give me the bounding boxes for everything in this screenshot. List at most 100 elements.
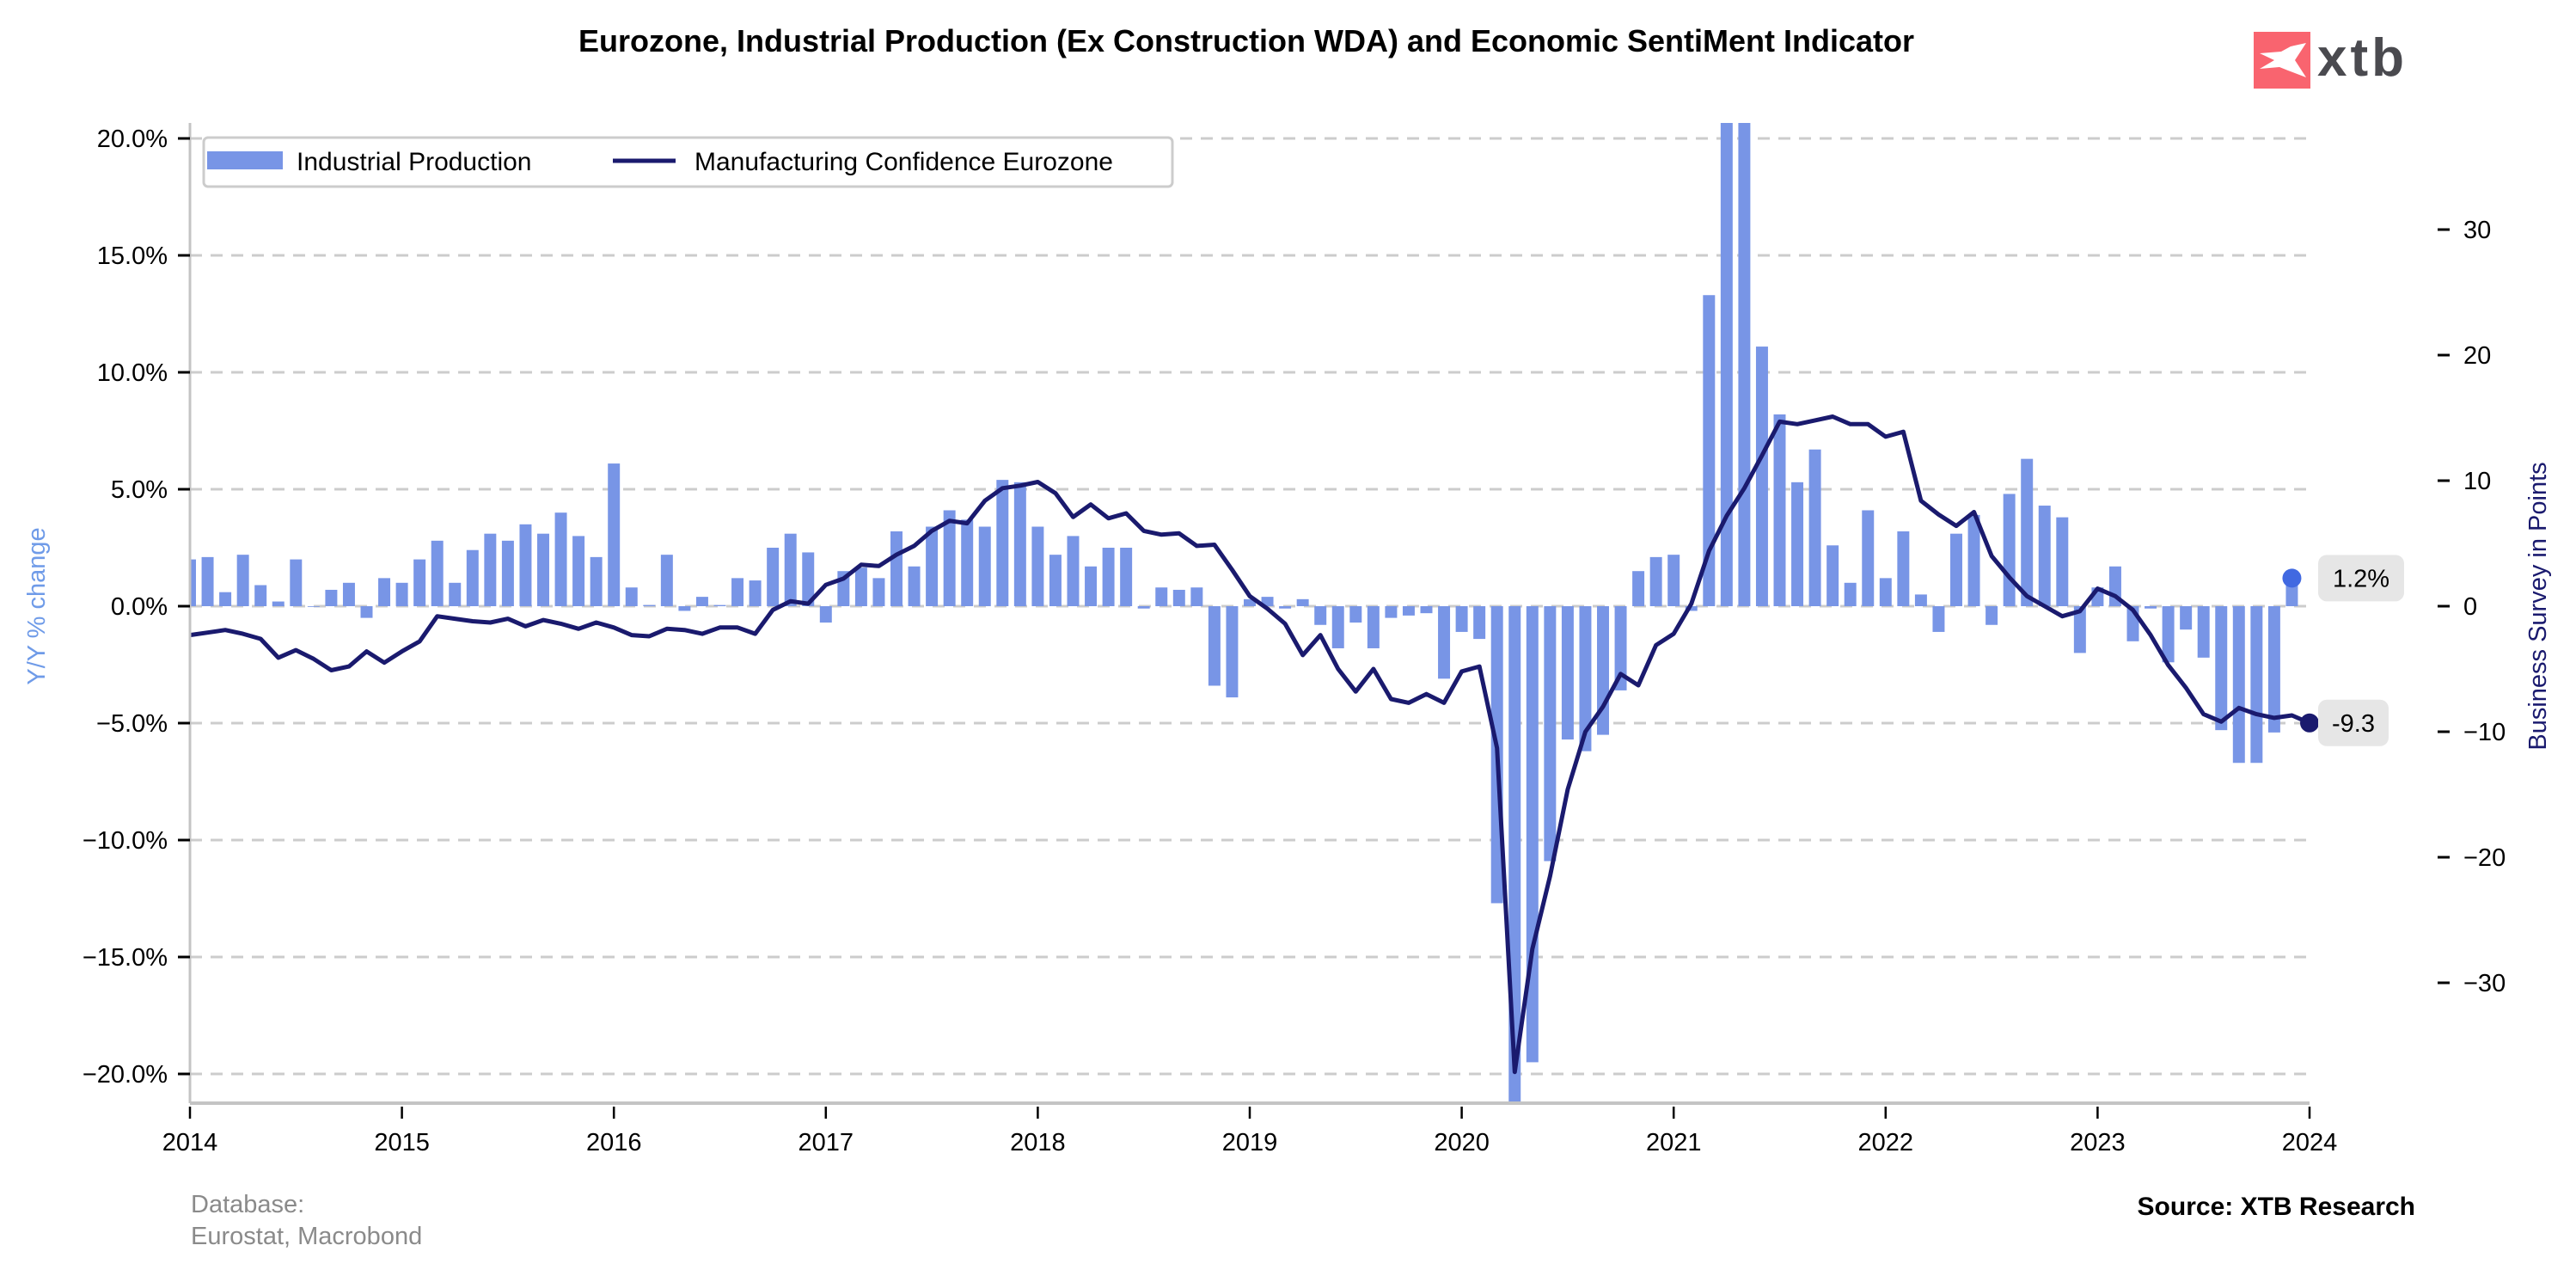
bar: [749, 580, 762, 606]
x-tick-label: 2019: [1222, 1129, 1278, 1156]
bar: [713, 604, 726, 606]
x-tick-label: 2014: [162, 1129, 218, 1156]
y-tick-label-left: 15.0%: [97, 242, 168, 270]
bar: [1385, 606, 1398, 618]
source-label: Source: XTB Research: [2138, 1193, 2415, 1221]
bar: [290, 559, 303, 606]
bar: [1685, 606, 1698, 611]
legend-box: [202, 136, 1174, 188]
bar: [1402, 606, 1415, 616]
bar: [519, 524, 532, 606]
bar: [1367, 606, 1380, 648]
bar: [1932, 606, 1945, 632]
x-tick-label: 2023: [2070, 1129, 2126, 1156]
confidence-line: [189, 414, 2310, 1075]
bar: [1773, 414, 1786, 606]
last-value-label-industrial-production: 1.2%: [2333, 565, 2389, 592]
bar: [872, 578, 885, 606]
bar: [1791, 482, 1804, 606]
bar: [342, 582, 355, 606]
y-tick-label-right: −20: [2463, 844, 2506, 872]
bar: [190, 559, 196, 606]
bar: [537, 533, 549, 606]
bar: [1649, 556, 1662, 606]
bar: [2162, 606, 2175, 663]
bar: [449, 582, 462, 606]
bar: [1879, 578, 1892, 606]
x-tick-label: 2015: [374, 1129, 430, 1156]
bar: [1632, 571, 1645, 606]
bar: [395, 582, 408, 606]
y-tick-label-left: −15.0%: [83, 944, 168, 972]
bar: [1455, 606, 1468, 632]
bar: [1897, 531, 1910, 606]
bar: [961, 519, 974, 606]
bar: [1614, 606, 1627, 690]
bar: [643, 604, 656, 606]
bar: [1137, 606, 1150, 609]
bar: [1720, 123, 1733, 606]
xtb-logo: xtb: [2254, 28, 2408, 89]
bar: [2197, 606, 2210, 658]
bar: [1314, 606, 1327, 625]
last-value-dot-manufacturing-confidence: [2300, 713, 2319, 733]
bar: [802, 552, 815, 606]
chart-title: Eurozone, Industrial Production (Ex Cons…: [578, 23, 1914, 58]
bar: [2073, 606, 2086, 653]
x-tick-label: 2024: [2282, 1129, 2338, 1156]
bar: [625, 587, 638, 606]
bar: [996, 480, 1009, 606]
bar: [1738, 123, 1751, 606]
legend-swatch-industrial-production: [207, 151, 283, 169]
bar: [1826, 545, 1839, 606]
bar: [2250, 606, 2263, 764]
y-tick-label-right: −30: [2463, 970, 2506, 997]
tick-labels: −20.0% −15.0% −10.0% −5.0% 0.0% 5.0% 10.0% 15.0…: [83, 126, 2506, 1156]
bar: [1967, 514, 1980, 606]
bar: [1296, 598, 1309, 606]
bar: [1067, 536, 1080, 606]
bar: [484, 533, 497, 606]
bar: [1120, 548, 1133, 606]
bar: [731, 578, 744, 606]
bar: [219, 592, 232, 606]
bar: [890, 531, 903, 606]
bar: [908, 566, 921, 606]
bar: [2145, 606, 2157, 609]
bar: [1862, 510, 1875, 606]
x-tick-label: 2022: [1858, 1129, 1914, 1156]
bar: [378, 578, 391, 606]
bar: [2038, 506, 2051, 606]
database-label: Database:: [191, 1191, 304, 1218]
bar: [1420, 606, 1433, 614]
y-tick-label-right: 20: [2463, 342, 2491, 370]
bar: [1190, 587, 1203, 606]
bar: [360, 606, 373, 618]
legend-label-industrial-production: Industrial Production: [297, 148, 532, 176]
bar: [201, 556, 214, 606]
bar: [1950, 533, 1962, 606]
bar: [272, 601, 285, 606]
logo-text: xtb: [2317, 28, 2408, 88]
x-tick-label: 2020: [1434, 1129, 1490, 1156]
y-axis-left-label: Y/Y % change: [23, 527, 51, 684]
bar: [695, 597, 708, 606]
bar: [2215, 606, 2228, 731]
bar: [1703, 295, 1716, 606]
bar: [1579, 606, 1592, 751]
y-tick-label-left: 0.0%: [111, 593, 168, 621]
bar: [2180, 606, 2193, 630]
bar: [1155, 587, 1168, 606]
bar: [784, 533, 797, 606]
bar: [1244, 598, 1256, 606]
bar: [1102, 548, 1115, 606]
x-tick-label: 2021: [1646, 1129, 1702, 1156]
x-tick-label: 2018: [1010, 1129, 1066, 1156]
bar: [943, 510, 956, 606]
bar: [572, 536, 585, 606]
bar: [2003, 494, 2016, 606]
bar: [431, 540, 444, 606]
bar: [1049, 555, 1062, 606]
bar: [466, 549, 479, 606]
y-axis-right-label: Business Survey in Points: [2524, 462, 2552, 750]
